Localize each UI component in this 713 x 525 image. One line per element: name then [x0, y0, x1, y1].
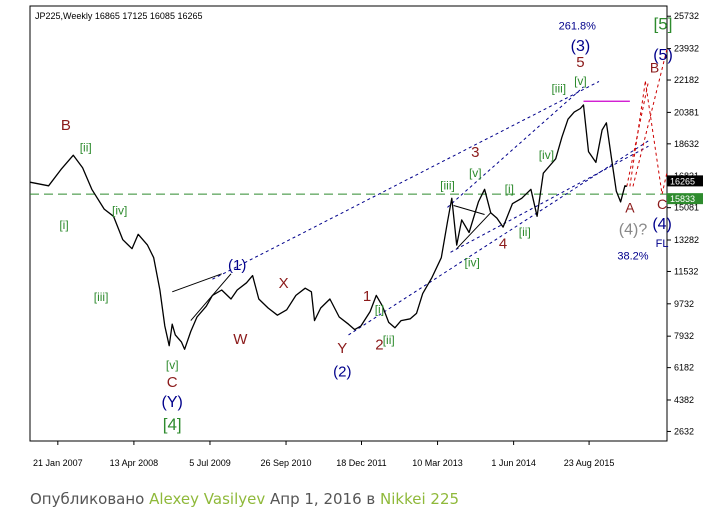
y-tick-label: 13282 [674, 235, 699, 245]
wave-label: [i] [505, 182, 514, 196]
projection-line [661, 172, 668, 195]
y-tick-label: 4382 [674, 395, 694, 405]
price-label-text: 16265 [670, 176, 695, 186]
projection-line [644, 81, 663, 195]
channel-line [212, 81, 600, 280]
triangle-line [456, 212, 492, 250]
chart-container: JP225,Weekly 16865 17125 16085 16265 B [i… [29, 5, 703, 468]
wave-label: [iii] [94, 290, 109, 304]
wave-label: Y [337, 340, 347, 357]
price-series [29, 104, 627, 350]
y-tick-label: 23932 [674, 44, 699, 54]
x-tick-label: 5 Jul 2009 [189, 458, 231, 468]
wave-label: [iv] [112, 204, 127, 218]
wave-label: 2 [375, 336, 383, 353]
x-tick-label: 10 Mar 2013 [412, 458, 463, 468]
triangle-line [172, 273, 222, 293]
y-tick-label: 11532 [674, 266, 698, 276]
wave-label: [ii] [519, 225, 531, 239]
price-label-box [667, 175, 703, 187]
x-tick-label: 1 Jun 2014 [491, 458, 536, 468]
channel-line [447, 86, 584, 208]
chart-frame [29, 5, 668, 442]
wave-label: 261.8% [559, 20, 597, 32]
y-tick-label: 22182 [674, 75, 699, 85]
channel-line [450, 145, 649, 253]
price-label-box [667, 193, 703, 205]
wave-label: [i] [59, 218, 68, 232]
y-tick-label: 6182 [674, 363, 694, 373]
wave-label: [v] [166, 358, 179, 372]
wave-label: 5 [576, 54, 584, 71]
publication-footer: Опубликовано Alexey Vasilyev Апр 1, 2016… [30, 490, 459, 508]
wave-label: C [657, 196, 667, 212]
instrument-link[interactable]: Nikkei 225 [380, 490, 460, 508]
x-axis: 21 Jan 2007 13 Apr 2008 5 Jul 2009 26 Sep 2… [33, 441, 614, 468]
footer-prefix: Опубликовано [30, 490, 145, 508]
y-tick-label: 7932 [674, 331, 694, 341]
x-tick-label: 26 Sep 2010 [261, 458, 312, 468]
wave-label: 38.2% [617, 251, 648, 263]
x-tick-label: 13 Apr 2008 [110, 458, 159, 468]
y-tick-label: 20381 [674, 107, 699, 117]
y-tick-label: 25732 [674, 11, 699, 21]
triangle-line [453, 205, 485, 215]
wave-label: (1) [228, 257, 246, 274]
wave-label: 1 [363, 288, 371, 305]
wave-label: FL [656, 238, 669, 250]
wave-label: [v] [469, 166, 482, 180]
overlay-lines [30, 48, 668, 336]
price-line [29, 104, 627, 350]
price-labels: 16265 15833 [667, 175, 703, 205]
footer-date: Апр 1, 2016 в [270, 490, 376, 508]
y-tick-label: 15081 [674, 203, 699, 213]
wave-label: (4)? [619, 221, 648, 238]
wave-label: [v] [574, 74, 587, 88]
wave-label: (5) [653, 47, 673, 64]
wave-label: (4) [652, 216, 672, 233]
wave-label: [ii] [80, 141, 92, 155]
wave-label: B [61, 117, 71, 134]
x-tick-label: 23 Aug 2015 [564, 458, 615, 468]
wave-label: (2) [333, 363, 351, 380]
wave-label: [iv] [465, 256, 480, 270]
wave-label: [i] [375, 302, 384, 316]
wave-label: [ii] [383, 333, 395, 347]
wave-label: [5] [654, 14, 673, 33]
wave-label: (Y) [162, 394, 183, 411]
wave-label: X [279, 275, 289, 292]
wave-label: [iii] [551, 81, 566, 95]
wave-label: [iv] [539, 148, 554, 162]
wave-label: [4] [163, 415, 182, 434]
wave-label: 4 [499, 236, 507, 253]
y-tick-label: 9732 [674, 299, 694, 309]
wave-annotations: B [ii] [i] [iv] [iii] [v] C (Y) [4] (1) X W 1 [i] [ii]… [59, 14, 672, 434]
y-tick-label: 2632 [674, 426, 694, 436]
wave-label: 3 [471, 144, 479, 161]
wave-label: [iii] [440, 178, 455, 192]
wave-label: W [233, 331, 248, 348]
x-tick-label: 21 Jan 2007 [33, 458, 83, 468]
price-label-text: 15833 [670, 194, 695, 204]
chart-title: JP225,Weekly 16865 17125 16085 16265 [35, 11, 202, 21]
wave-label: B [650, 60, 659, 76]
wave-label: C [167, 374, 178, 391]
y-tick-label: 18632 [674, 139, 699, 149]
price-chart: JP225,Weekly 16865 17125 16085 16265 B [i… [29, 5, 703, 468]
author-link[interactable]: Alexey Vasilyev [149, 490, 266, 508]
wave-label: (3) [571, 38, 591, 55]
x-tick-label: 18 Dec 2011 [336, 458, 386, 468]
wave-label: A [625, 200, 635, 216]
